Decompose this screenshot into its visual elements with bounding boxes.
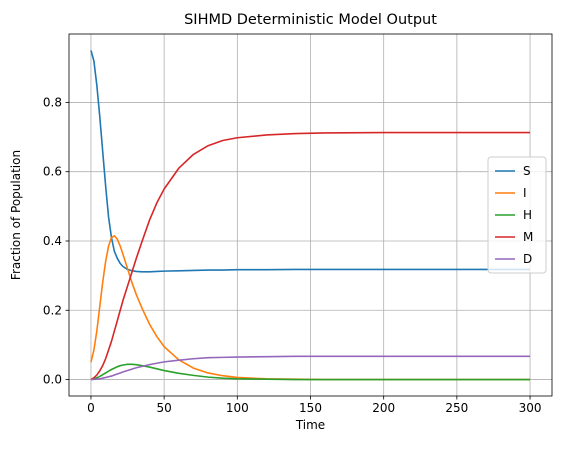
legend-label-I: I [523, 186, 527, 200]
series-line-S [90, 50, 531, 273]
y-tick-label: 0.8 [43, 95, 62, 109]
x-tick-label: 50 [156, 401, 171, 415]
y-axis-label: Fraction of Population [9, 150, 23, 280]
legend-label-M: M [523, 230, 533, 244]
x-tick-label: 100 [226, 401, 249, 415]
series-line-M [90, 131, 531, 381]
y-tick-label: 0.6 [43, 165, 62, 179]
y-tick-label: 0.4 [43, 234, 62, 248]
legend: SIHMD [487, 156, 547, 274]
legend-label-D: D [523, 252, 532, 266]
x-tick-label: 0 [87, 401, 95, 415]
legend-box [487, 156, 547, 274]
x-axis-ticks: 0 50 100 150 200 250 300 [87, 396, 541, 415]
series-line-H [90, 363, 531, 381]
x-tick-label: 250 [445, 401, 468, 415]
chart-title: SIHMD Deterministic Model Output [184, 12, 437, 28]
y-tick-label: 0.2 [43, 303, 62, 317]
x-tick-label: 200 [372, 401, 395, 415]
series-lines [90, 50, 531, 381]
y-axis-ticks: 0.0 0.2 0.4 0.6 0.8 [43, 95, 69, 387]
legend-label-S: S [523, 164, 531, 178]
x-axis-label: Time [295, 418, 325, 432]
x-tick-label: 150 [299, 401, 322, 415]
y-tick-label: 0.0 [43, 373, 62, 387]
x-tick-label: 300 [519, 401, 542, 415]
series-line-D [90, 355, 531, 381]
legend-label-H: H [523, 208, 532, 222]
grid [69, 34, 552, 396]
